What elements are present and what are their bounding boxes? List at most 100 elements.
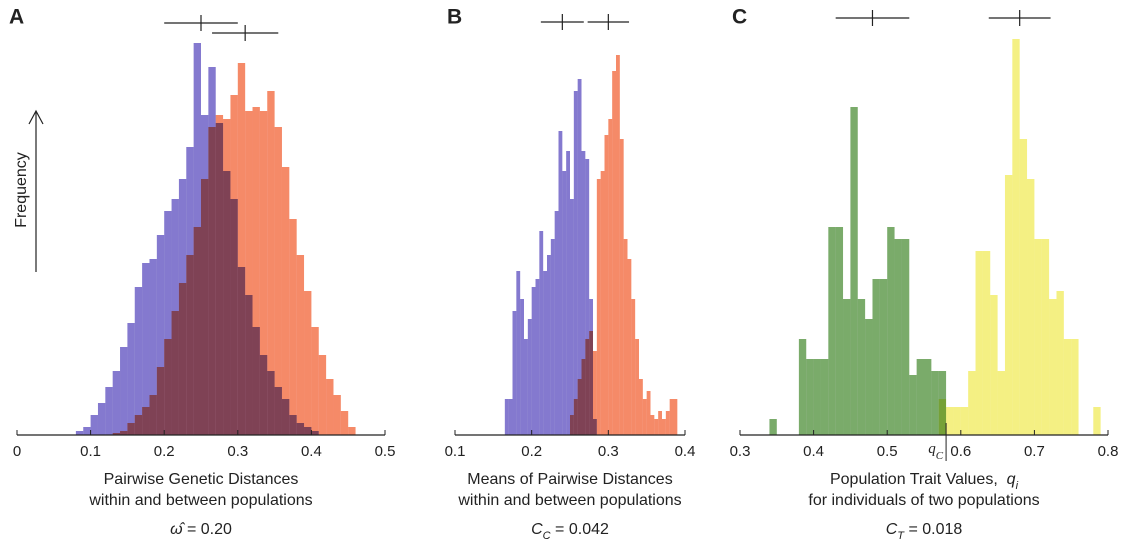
- bar: [237, 63, 246, 435]
- bar: [550, 239, 555, 435]
- bar: [1041, 239, 1050, 435]
- x-axis-label-text: for individuals of two populations: [808, 492, 1039, 509]
- bar: [769, 419, 777, 435]
- bar: [997, 371, 1005, 435]
- error-bar: [212, 25, 279, 41]
- bar: [990, 295, 998, 435]
- x-tick-label: 0.8: [1098, 443, 1119, 460]
- bar: [1019, 139, 1028, 435]
- bar: [570, 199, 574, 435]
- bar: [508, 399, 513, 435]
- x-tick-label: 0: [13, 443, 21, 460]
- bar: [112, 433, 121, 435]
- bar: [75, 431, 84, 435]
- bar: [600, 171, 605, 435]
- bar: [1012, 39, 1020, 435]
- bar: [946, 407, 954, 435]
- bar: [259, 111, 268, 435]
- x-tick-label: 0.3: [598, 443, 619, 460]
- x-axis-label-text: Pairwise Genetic Distances: [104, 471, 299, 488]
- bar: [669, 399, 674, 435]
- bar: [577, 379, 582, 435]
- bar: [813, 359, 821, 435]
- bar: [1049, 299, 1057, 435]
- bar: [635, 339, 639, 435]
- bar: [616, 55, 620, 435]
- bar: [901, 239, 910, 435]
- bar: [112, 371, 121, 435]
- bar: [608, 119, 613, 435]
- bar: [850, 107, 858, 435]
- bar: [215, 115, 224, 435]
- bar: [596, 179, 601, 435]
- bar: [857, 299, 866, 435]
- bar: [543, 271, 547, 435]
- bar: [938, 399, 947, 435]
- bar: [1027, 179, 1035, 435]
- bar: [149, 259, 157, 435]
- bar: [631, 299, 636, 435]
- bar: [156, 367, 165, 435]
- bar: [887, 227, 895, 435]
- bar: [156, 235, 165, 435]
- bar: [201, 179, 209, 435]
- bar: [872, 279, 880, 435]
- bar: [186, 255, 194, 435]
- bar: [245, 111, 253, 435]
- bar: [134, 415, 143, 435]
- subscript: i: [1016, 480, 1019, 492]
- x-tick-label: 0.5: [877, 443, 898, 460]
- stat-label: CT = 0.018: [886, 521, 963, 542]
- stat-label: ω̂ = 0.20: [170, 521, 232, 538]
- bar: [662, 419, 666, 435]
- x-axis-label-text: within and between populations: [457, 492, 681, 509]
- x-tick-label: 0.4: [803, 443, 824, 460]
- bar: [623, 239, 628, 435]
- bar: [311, 327, 319, 435]
- bar: [642, 399, 647, 435]
- bar: [252, 107, 260, 435]
- bar: [304, 291, 312, 435]
- bar: [820, 359, 829, 435]
- bar: [504, 399, 509, 435]
- bar: [539, 231, 544, 435]
- bar: [604, 135, 609, 435]
- symbol: C: [886, 521, 898, 538]
- bar: [627, 259, 632, 435]
- bar: [164, 211, 172, 435]
- bar: [223, 119, 231, 435]
- symbol: q: [928, 441, 936, 457]
- bar: [97, 403, 106, 435]
- bar: [142, 263, 150, 435]
- bar: [835, 227, 844, 435]
- bar: [326, 379, 334, 435]
- symbol: q: [1007, 471, 1016, 488]
- bar: [570, 415, 574, 435]
- bar: [658, 411, 662, 435]
- bar: [193, 227, 201, 435]
- bar: [127, 423, 135, 435]
- bar: [134, 287, 143, 435]
- bar: [968, 371, 976, 435]
- stat-value: = 0.042: [551, 521, 609, 538]
- bar: [589, 331, 593, 435]
- bar: [673, 399, 678, 435]
- subscript: T: [897, 530, 905, 542]
- bar: [1056, 291, 1064, 435]
- bar: [650, 415, 655, 435]
- bar: [105, 387, 113, 435]
- x-axis-label: within and between populations: [457, 492, 681, 509]
- bar: [1071, 339, 1079, 435]
- stat-value: = 0.018: [904, 521, 962, 538]
- bar: [149, 395, 157, 435]
- bar: [879, 279, 888, 435]
- bar: [577, 79, 582, 435]
- bar: [639, 379, 643, 435]
- x-axis-label: Means of Pairwise Distances: [467, 471, 672, 488]
- bar: [127, 323, 135, 435]
- x-axis-label-text: within and between populations: [88, 492, 312, 509]
- bar: [585, 159, 590, 435]
- bar: [573, 91, 578, 435]
- subscript: C: [936, 450, 944, 462]
